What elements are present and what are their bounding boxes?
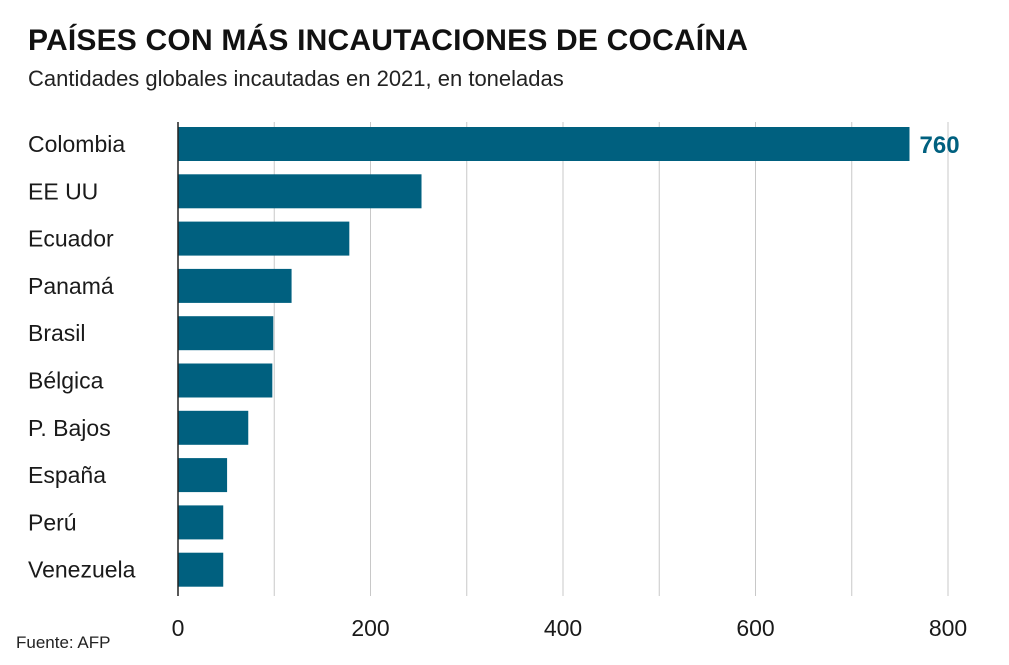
x-tick-label: 600 — [736, 615, 774, 641]
bar-ee-uu — [178, 174, 422, 209]
x-tick-label: 200 — [351, 615, 389, 641]
bar-ecuador — [178, 221, 350, 256]
category-label: Ecuador — [28, 226, 114, 252]
x-tick-label: 0 — [172, 615, 185, 641]
data-label: 760 — [920, 132, 960, 159]
source-note: Fuente: AFP — [16, 633, 111, 652]
bar-p-bajos — [178, 410, 249, 445]
bar-colombia — [178, 127, 910, 161]
category-label: Panamá — [28, 273, 114, 299]
category-label: Bélgica — [28, 368, 104, 394]
chart-title: PAÍSES CON MÁS INCAUTACIONES DE COCAÍNA — [28, 24, 749, 57]
bar-venezuela — [178, 552, 224, 587]
category-label: Venezuela — [28, 557, 136, 583]
x-tick-label: 400 — [544, 615, 582, 641]
chart-subtitle: Cantidades globales incautadas en 2021, … — [28, 66, 564, 91]
category-label: España — [28, 462, 106, 488]
bar-panam- — [178, 268, 292, 303]
x-tick-labels: 0 200 400 600 800 — [172, 615, 968, 641]
grid-lines — [273, 122, 949, 596]
category-label: Colombia — [28, 131, 125, 157]
category-label: Brasil — [28, 320, 86, 346]
bar-per- — [178, 505, 224, 540]
x-tick-label: 800 — [929, 615, 967, 641]
bar-brasil — [178, 316, 274, 351]
category-label: P. Bajos — [28, 415, 111, 441]
bars — [178, 127, 910, 587]
bar-espa-a — [178, 458, 228, 493]
category-label: Perú — [28, 509, 77, 535]
data-labels: 760 — [920, 132, 960, 159]
category-labels: Colombia EE UU Ecuador Panamá Brasil Bélgica P… — [28, 131, 136, 583]
category-label: EE UU — [28, 178, 98, 204]
bar-b-lgica — [178, 363, 273, 398]
